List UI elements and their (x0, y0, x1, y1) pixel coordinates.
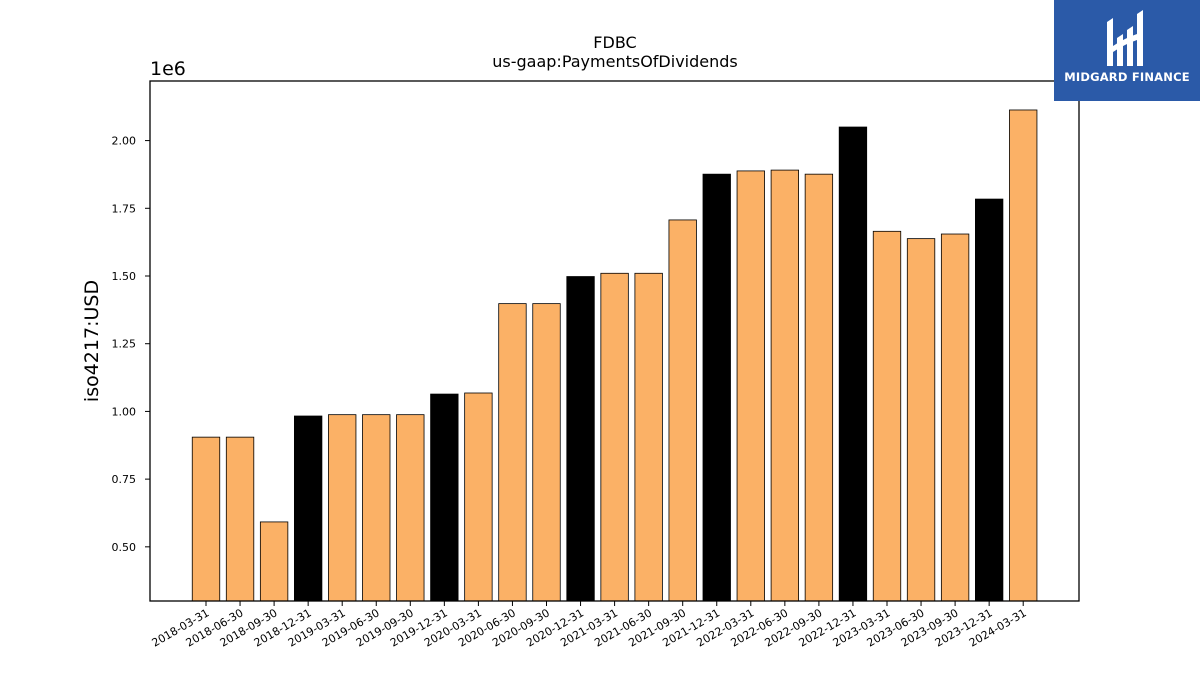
bar-2021-09-30 (668, 219, 697, 602)
y-offset-text: 1e6 (150, 58, 186, 80)
y-ticks-group: 0.50 0.75 1.00 1.25 1.50 1.75 2.00 (112, 135, 150, 554)
bar-2021-12-31 (702, 173, 731, 602)
chart-subtitle: us-gaap:PaymentsOfDividends (492, 52, 737, 71)
y-tick-label: 0.50 (112, 541, 137, 554)
bar-2023-12-31 (975, 198, 1004, 602)
bar-2023-09-30 (940, 233, 970, 602)
bar-2018-06-30 (225, 436, 255, 602)
plot-frame (149, 80, 1080, 602)
bar-2018-03-31 (191, 436, 221, 602)
bar-2020-12-31 (566, 276, 595, 602)
y-tick-label: 2.00 (112, 135, 137, 148)
bar-2022-03-31 (736, 170, 765, 602)
bar-2023-03-31 (872, 230, 902, 602)
bar-2019-09-30 (396, 414, 425, 602)
chart-title: FDBC (593, 33, 636, 52)
x-ticks-group: 2018-03-312018-06-302018-09-302018-12-31… (150, 601, 1029, 650)
bar-2022-06-30 (770, 169, 799, 602)
y-tick-label: 1.00 (112, 405, 137, 418)
y-tick-label: 1.75 (112, 202, 137, 215)
bar-2018-09-30 (259, 521, 289, 602)
bar-2021-06-30 (634, 272, 663, 602)
bar-2023-06-30 (906, 238, 936, 602)
logo-text: MIDGARD FINANCE (1064, 70, 1190, 84)
logo-mark-icon (1107, 10, 1143, 66)
y-tick-label: 1.25 (112, 338, 137, 351)
bar-2020-03-31 (464, 392, 493, 602)
y-axis-label: iso4217:USD (81, 280, 103, 402)
bar-2018-12-31 (293, 415, 323, 602)
bar-2024-03-31 (1009, 109, 1038, 602)
bar-2020-06-30 (498, 303, 527, 602)
y-tick-label: 1.50 (112, 270, 137, 283)
bar-2020-09-30 (532, 303, 561, 602)
bars-group (191, 109, 1038, 602)
bar-2022-09-30 (804, 173, 834, 602)
brand-logo: MIDGARD FINANCE (1054, 0, 1200, 101)
bar-2019-12-31 (430, 393, 459, 602)
bar-2019-06-30 (362, 414, 391, 602)
bar-2022-12-31 (838, 126, 868, 602)
y-tick-label: 0.75 (112, 473, 137, 486)
bar-2019-03-31 (328, 414, 357, 602)
bar-2021-03-31 (600, 272, 629, 602)
